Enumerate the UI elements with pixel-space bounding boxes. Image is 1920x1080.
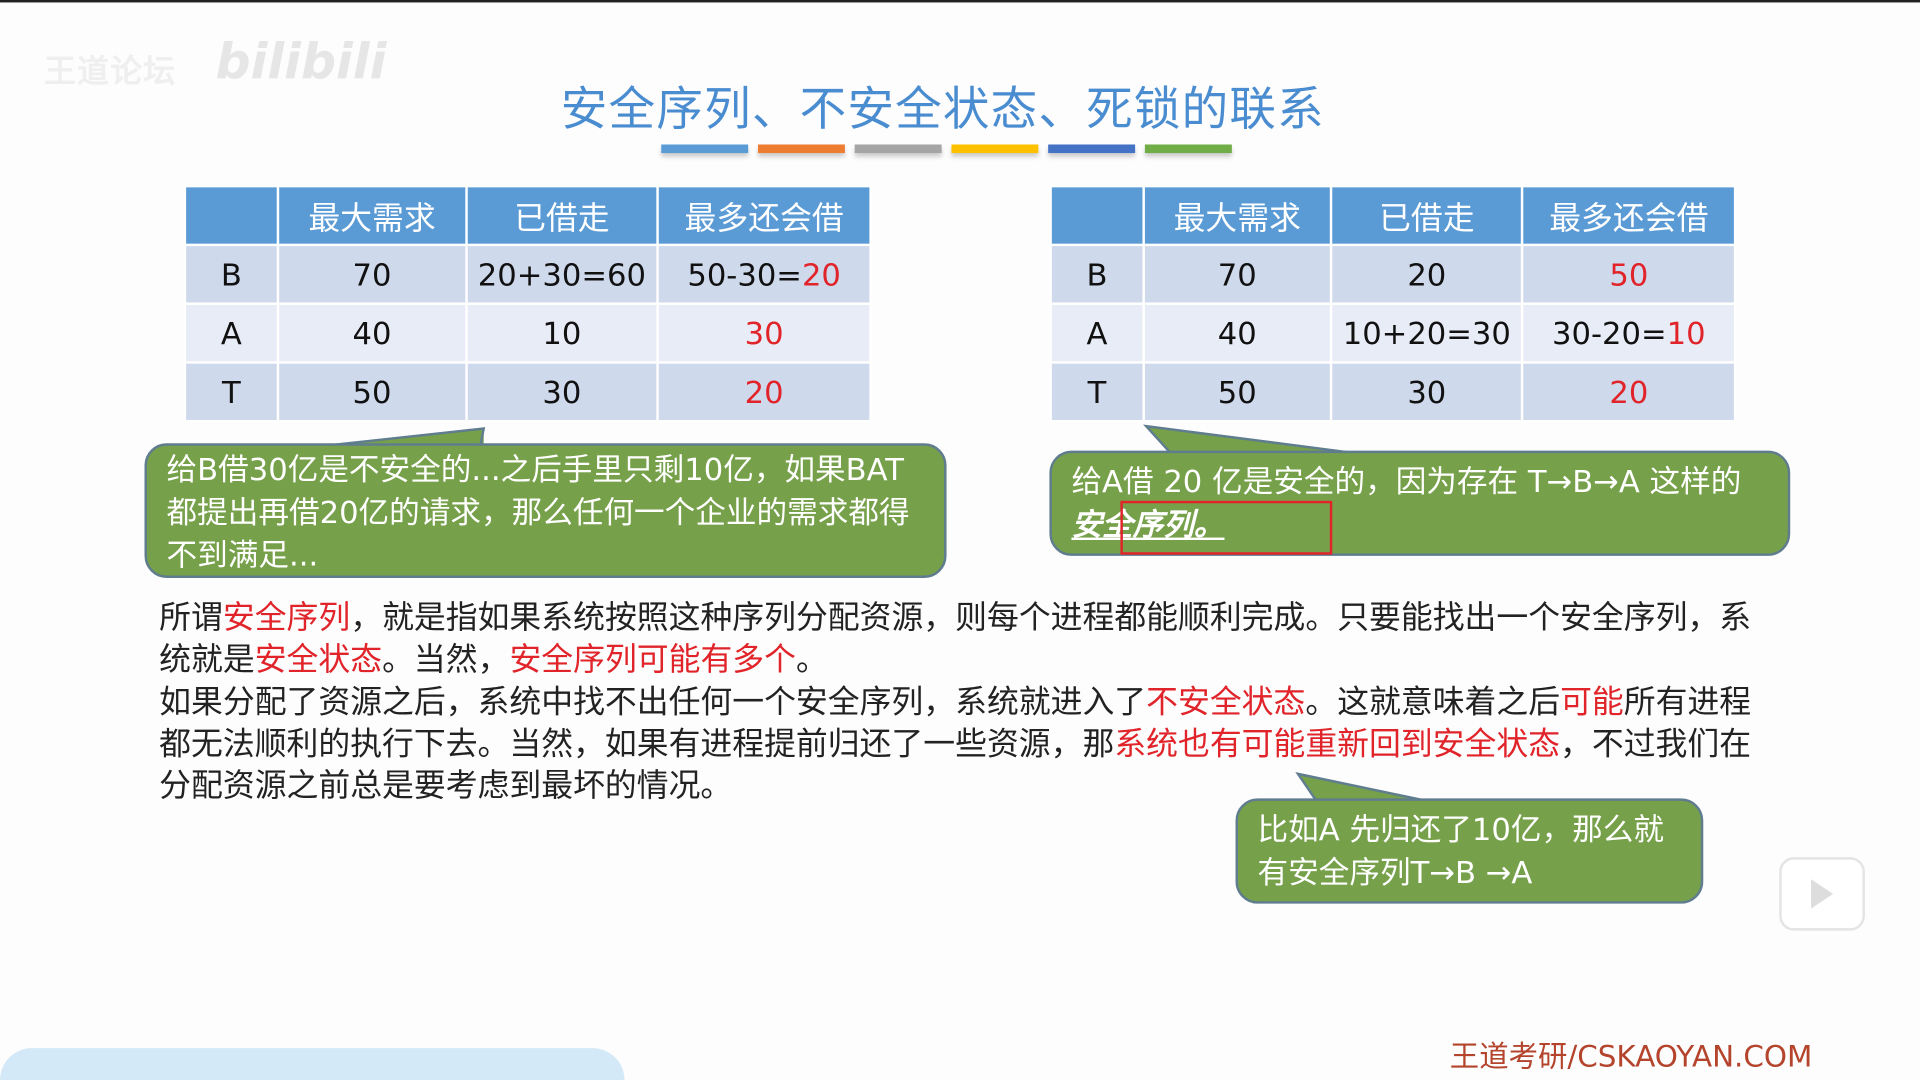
left-table: 最大需求 已借走 最多还会借 B 70 20+30=60 50-30=20 A 40… (183, 184, 872, 423)
table-header: 最大需求 已借走 最多还会借 (183, 184, 872, 247)
highlighted-term: 不安全状态 (1146, 684, 1306, 722)
right-table: 最大需求 已借走 最多还会借 B 70 20 50 A 40 10+20=30 30… (1049, 184, 1737, 423)
text-segment: ，就是指如果系统按照这种序列分配资源，则每个进程都能顺利完成。只要能找出一个安全… (159, 600, 1752, 679)
color-bars (661, 144, 1232, 154)
table-row: B 70 20+30=60 50-30=20 (183, 243, 872, 305)
right-bubble-tail (1142, 424, 1355, 455)
accent-bar (757, 144, 845, 154)
table-row: B 70 20 50 (1049, 243, 1737, 305)
table-row: A 40 10+20=30 30-20=10 (1049, 302, 1737, 364)
remaining-value: 50 (1609, 256, 1649, 293)
remaining-need: 20 (656, 361, 872, 423)
remaining-value: 20 (744, 374, 784, 410)
remaining-need: 30-20=10 (1521, 302, 1737, 364)
remaining-formula: 50-30= (687, 256, 802, 293)
process-name: B (1049, 243, 1145, 305)
top-border (0, 0, 1920, 3)
slide-title: 安全序列、不安全状态、死锁的联系 (560, 82, 1325, 136)
max-demand: 70 (1142, 243, 1333, 305)
max-demand: 50 (276, 361, 468, 423)
column-header: 最多还会借 (656, 184, 872, 247)
accent-bar (1144, 144, 1232, 154)
right-callout-text: 给A借 20 亿是安全的，因为存在 T→B→A 这样的 (1071, 464, 1742, 500)
table-header: 最大需求 已借走 最多还会借 (1049, 184, 1737, 247)
text-segment: 所有进程都无法顺利的执行下去。当然，如果有进程提前归还了一些资源，那 (159, 684, 1752, 763)
text-segment: 。这就意味着之后 (1305, 684, 1561, 722)
text-segment: 如果分配了资源之后，系统中找不出任何一个安全序列，系统就进入了 (159, 684, 1147, 722)
remaining-value: 20 (801, 256, 841, 293)
borrowed: 10 (464, 302, 659, 364)
bottom-callout: 比如A 先归还了10亿，那么就有安全序列T→B →A (1235, 798, 1704, 904)
column-header: 已借走 (464, 184, 659, 247)
column-header: 最多还会借 (1521, 184, 1737, 247)
play-icon (1811, 879, 1834, 909)
remaining-value: 10 (1666, 315, 1706, 351)
decorative-cloud (0, 1048, 625, 1080)
borrowed: 30 (464, 361, 659, 423)
right-callout: 给A借 20 亿是安全的，因为存在 T→B→A 这样的安全序列。 (1049, 450, 1791, 556)
accent-bar (1048, 144, 1136, 154)
text-segment: 。当然， (382, 641, 510, 679)
remaining-need: 50-30=20 (656, 243, 872, 305)
watermark-bilibili-logo: bilibili (215, 34, 387, 91)
remaining-need: 30 (656, 302, 872, 364)
column-header: 最大需求 (276, 184, 468, 247)
highlight-box (1120, 500, 1333, 555)
paragraph-safe-sequence: 所谓安全序列，就是指如果系统按照这种序列分配资源，则每个进程都能顺利完成。只要能… (159, 598, 1763, 681)
process-name: A (1049, 302, 1145, 364)
process-name: T (183, 361, 280, 423)
paragraph-unsafe-state: 如果分配了资源之后，系统中找不出任何一个安全序列，系统就进入了不安全状态。这就意… (159, 682, 1763, 807)
table-row: T 50 30 20 (1049, 361, 1737, 423)
max-demand: 40 (1142, 302, 1333, 364)
process-name: A (183, 302, 280, 364)
accent-bar (951, 144, 1039, 154)
watermark-forum: 王道论坛 (44, 53, 177, 91)
column-header (183, 184, 280, 247)
play-button[interactable] (1779, 857, 1865, 931)
text-segment: 。 (796, 641, 828, 679)
highlighted-term: 系统也有可能重新回到安全状态 (1114, 726, 1561, 763)
table-row: A 40 10 30 (183, 302, 872, 364)
remaining-need: 20 (1521, 361, 1737, 423)
highlighted-term: 安全序列可能有多个 (509, 641, 797, 679)
process-name: B (183, 243, 280, 305)
left-callout: 给B借30亿是不安全的...之后手里只剩10亿，如果BAT都提出再借20亿的请求… (144, 443, 947, 578)
table-row: T 50 30 20 (183, 361, 872, 423)
text-segment: ，不过我们在分配资源之前总是要考虑到最坏的情况。 (159, 726, 1752, 805)
accent-bar (854, 144, 942, 154)
max-demand: 50 (1142, 361, 1333, 423)
text-segment: 所谓 (159, 600, 223, 637)
process-name: T (1049, 361, 1145, 423)
bottom-bubble-tail (1295, 772, 1427, 803)
remaining-value: 20 (1609, 374, 1649, 410)
safe-sequence-emphasis: 安全序列。 (1071, 506, 1225, 543)
column-header (1049, 184, 1145, 247)
footer-brand: 王道考研/CSKAOYAN.COM (1449, 1039, 1813, 1074)
remaining-need: 50 (1521, 243, 1737, 305)
remaining-value: 30 (744, 315, 784, 351)
borrowed: 20+30=60 (464, 243, 659, 305)
borrowed: 10+20=30 (1329, 302, 1524, 364)
max-demand: 40 (276, 302, 468, 364)
remaining-formula: 30-20= (1552, 315, 1667, 351)
max-demand: 70 (276, 243, 468, 305)
highlighted-term: 可能 (1560, 684, 1624, 722)
accent-bar (661, 144, 749, 154)
column-header: 最大需求 (1142, 184, 1333, 247)
column-header: 已借走 (1329, 184, 1524, 247)
borrowed: 30 (1329, 361, 1524, 423)
highlighted-term: 安全状态 (254, 641, 383, 679)
borrowed: 20 (1329, 243, 1524, 305)
highlighted-term: 安全序列 (222, 600, 351, 637)
